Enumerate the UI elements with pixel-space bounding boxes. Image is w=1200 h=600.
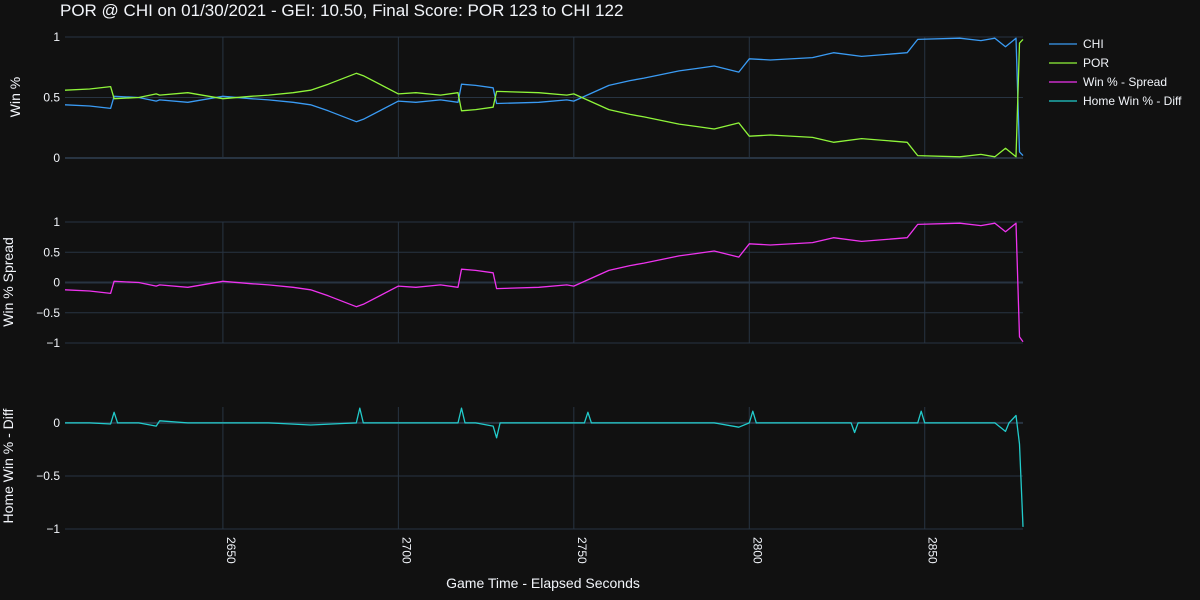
y-tick-label-3-2: 0: [53, 416, 60, 430]
x-tick-label-2850: 2850: [926, 537, 940, 564]
y-tick-label-1-0: 0: [53, 151, 60, 165]
legend[interactable]: CHI POR Win % - Spread Home Win % - Diff: [1049, 37, 1182, 108]
legend-item-spread[interactable]: Win % - Spread: [1049, 75, 1167, 89]
x-tick-label-2700: 2700: [399, 537, 413, 564]
x-tick-label-2800: 2800: [750, 537, 764, 564]
y-axis-title-diff: Home Win % - Diff: [0, 408, 16, 523]
legend-item-diff[interactable]: Home Win % - Diff: [1049, 94, 1182, 108]
y-tick-label-2-3: 0.5: [43, 245, 60, 259]
series-line-por: [64, 38, 1024, 158]
series-line-spread: [64, 222, 1024, 343]
y-tick-label-3-1: −0.5: [36, 469, 60, 483]
legend-item-por[interactable]: POR: [1049, 56, 1109, 70]
legend-label-chi: CHI: [1083, 37, 1104, 51]
y-axis-title-spread: Win % Spread: [0, 237, 16, 326]
y-tick-label-2-2: 0: [53, 276, 60, 290]
tick-layer: 0 0.5 1 −1 −0.5 0 0.5 1 −1 −0.5 0 2650 2700 2750 2800 2…: [36, 30, 939, 564]
x-tick-label-2750: 2750: [575, 537, 589, 564]
y-tick-label-2-4: 1: [53, 215, 60, 229]
legend-label-por: POR: [1083, 56, 1109, 70]
y-tick-label-1-2: 1: [53, 30, 60, 44]
x-tick-label-2650: 2650: [224, 537, 238, 564]
y-axis-title-win-pct: Win %: [7, 77, 23, 117]
legend-label-diff: Home Win % - Diff: [1083, 94, 1182, 108]
legend-label-spread: Win % - Spread: [1083, 75, 1167, 89]
legend-item-chi[interactable]: CHI: [1049, 37, 1104, 51]
x-axis-title: Game Time - Elapsed Seconds: [446, 575, 640, 591]
y-tick-label-2-1: −0.5: [36, 306, 60, 320]
y-tick-label-3-0: −1: [46, 522, 60, 536]
y-tick-label-2-0: −1: [46, 336, 60, 350]
chart-title: POR @ CHI on 01/30/2021 - GEI: 10.50, Fi…: [60, 1, 623, 20]
series-layer: [64, 37, 1024, 527]
series-line-diff: [65, 407, 1024, 527]
y-tick-label-1-1: 0.5: [43, 91, 60, 105]
